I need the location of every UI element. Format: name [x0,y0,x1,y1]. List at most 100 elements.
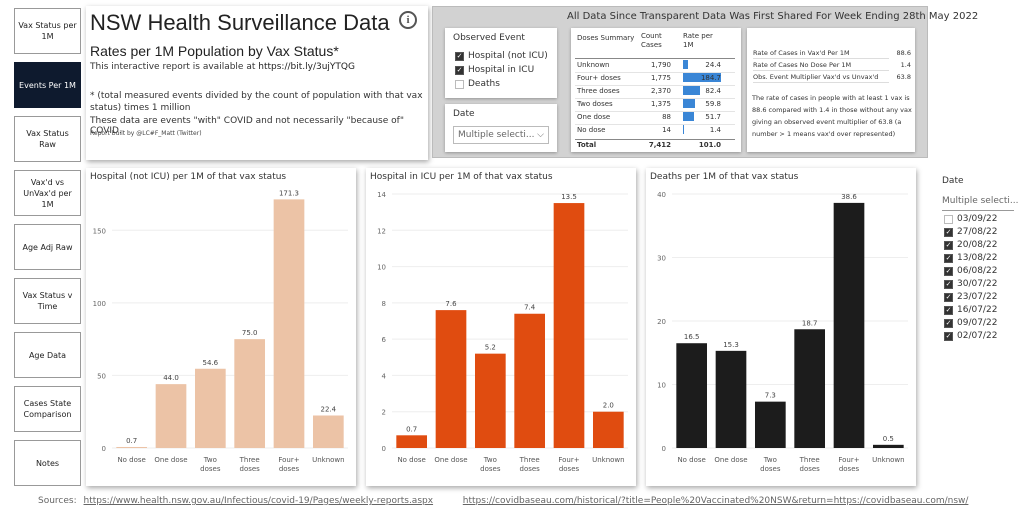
source-link-covidbaseau[interactable]: https://covidbaseau.com/historical/?titl… [462,496,969,506]
checkbox-checked-icon[interactable]: ✓ [455,51,464,61]
total-rate: 101.0 [698,141,721,149]
nav-button-cases-state-comparison[interactable]: Cases State Comparison [14,386,81,432]
x-tick-label: Two doses [480,456,501,473]
date-filter-item[interactable]: ✓ 02/07/22 [944,331,997,341]
bar [194,368,226,448]
x-tick-label-line: Unknown [312,456,345,464]
x-tick-label: Unknown [312,456,345,464]
event-option-label: Hospital in ICU [468,65,535,75]
nav-button-vax-status-per-1m[interactable]: Vax Status per 1M [14,8,81,54]
table-row-rate: 51.7 [705,113,721,121]
x-tick-label-line: Three [519,456,540,464]
checkbox-checked-icon[interactable]: ✓ [944,318,953,328]
y-tick-label: 10 [377,264,386,272]
summary-panel: All Data Since Transparent Data Was Firs… [432,6,978,158]
checkbox-checked-icon[interactable]: ✓ [455,65,464,75]
checkbox-checked-icon[interactable]: ✓ [944,292,953,302]
table-row-label: No dose [577,126,606,134]
date-slicer-label: Date [453,109,475,119]
checkbox-checked-icon[interactable]: ✓ [944,266,953,276]
nav-button-vax-status-v-time[interactable]: Vax Status v Time [14,278,81,324]
nav-button-age-data[interactable]: Age Data [14,332,81,378]
table-row-rate: 1.4 [709,126,721,134]
table-row-divider [575,85,735,86]
date-dropdown[interactable]: Multiple selecti... ⌵ [453,126,549,144]
x-tick-label-line: No dose [117,456,145,464]
date-filter-item[interactable]: ✓ 16/07/22 [944,305,997,315]
table-row-count: 1,775 [650,74,671,82]
chart-hospital-not-icu: Hospital (not ICU) per 1M of that vax st… [86,168,356,486]
nav-button-vax-status-raw[interactable]: Vax Status Raw [14,116,81,162]
checkbox-unchecked-icon[interactable] [455,79,464,89]
checkbox-checked-icon[interactable]: ✓ [944,253,953,263]
bar [273,199,305,448]
data-label: 0.5 [883,435,894,443]
nav-button-age-adj-raw[interactable]: Age Adj Raw [14,224,81,270]
date-filter-item[interactable]: ✓ 13/08/22 [944,253,997,263]
table-row-count: 88 [662,113,671,121]
event-option-hospital-not-icu[interactable]: ✓ Hospital (not ICU) [455,51,548,61]
observed-event-slicer: Observed Event ✓ Hospital (not ICU) ✓ Hosp… [445,28,557,98]
nav-button-events-per-1m[interactable]: Events Per 1M [14,62,81,108]
x-tick-label-line: One dose [154,456,187,464]
date-filter-item[interactable]: ✓ 23/07/22 [944,292,997,302]
table-header[interactable]: Count Cases [641,32,662,49]
x-tick-label-line: doses [279,465,300,473]
rates-table: Rate of Cases in Vax'd Per 1M 88.6 Rate o… [747,28,915,152]
x-tick-label-line: No dose [677,456,705,464]
date-filter-item-label: 13/08/22 [957,253,998,263]
date-filter-item[interactable]: ✓ 06/08/22 [944,266,997,276]
checkbox-unchecked-icon[interactable] [944,214,953,224]
data-label: 7.6 [445,300,457,308]
source-link-nsw-health[interactable]: https://www.health.nsw.gov.au/Infectious… [83,496,434,506]
bar [794,329,826,448]
x-tick-label-line: Unknown [592,456,625,464]
chart-title: Hospital in ICU per 1M of that vax statu… [370,172,553,182]
date-filter-item[interactable]: ✓ 09/07/22 [944,318,997,328]
data-label: 16.5 [684,333,700,341]
table-header[interactable]: Doses Summary [577,34,635,42]
date-filter-item-label: 16/07/22 [957,305,998,315]
rates-row-value: 1.4 [900,61,911,69]
date-filter-item-label: 23/07/22 [957,292,998,302]
table-row-label: Unknown [577,61,610,69]
checkbox-checked-icon[interactable]: ✓ [944,305,953,315]
x-tick-label: No dose [677,456,705,464]
rates-row: Rate of Cases in Vax'd Per 1M 88.6 [753,48,911,59]
x-tick-label: Two doses [200,456,221,473]
y-tick-label: 20 [657,318,666,326]
x-tick-label-line: doses [760,465,781,473]
checkbox-checked-icon[interactable]: ✓ [944,279,953,289]
x-tick-label: Four+ doses [278,456,299,473]
checkbox-checked-icon[interactable]: ✓ [944,331,953,341]
date-filter-item[interactable]: ✓ 30/07/22 [944,279,997,289]
info-icon[interactable]: i [399,11,417,29]
rates-row-label: Rate of Cases No Dose Per 1M [753,61,852,69]
event-option-hospital-in-icu[interactable]: ✓ Hospital in ICU [455,65,534,75]
date-filter-item-label: 02/07/22 [957,331,998,341]
table-header[interactable]: Rate per 1M [683,32,713,49]
x-tick-label-line: Three [799,456,820,464]
date-filter-item[interactable]: ✓ 20/08/22 [944,240,997,250]
table-row-count: 1,375 [650,100,671,108]
date-filter-item[interactable]: 03/09/22 [944,214,997,224]
x-tick-label-line: doses [520,465,541,473]
bar [234,339,266,448]
y-tick-label: 10 [657,382,666,390]
event-option-deaths[interactable]: Deaths [455,79,500,89]
checkbox-checked-icon[interactable]: ✓ [944,240,953,250]
footnote-disclaimer: These data are events "with" COVID and n… [90,116,404,136]
x-tick-label: Three doses [239,456,261,473]
nav-button-vaxd-vs-unvaxd[interactable]: Vax'd vs UnVax'd per 1M [14,170,81,216]
date-filter-item-label: 03/09/22 [957,214,998,224]
data-label: 2.0 [603,402,614,410]
checkbox-checked-icon[interactable]: ✓ [944,227,953,237]
date-filter-item[interactable]: ✓ 27/08/22 [944,227,997,237]
rates-row-label: Rate of Cases in Vax'd Per 1M [753,49,850,57]
nav-button-notes[interactable]: Notes [14,440,81,486]
date-filter-dropdown[interactable]: Multiple selecti... [942,196,1019,206]
report-link[interactable]: https://bit.ly/3ujYTQG [258,62,355,72]
bar [592,411,624,448]
bar [435,310,467,448]
